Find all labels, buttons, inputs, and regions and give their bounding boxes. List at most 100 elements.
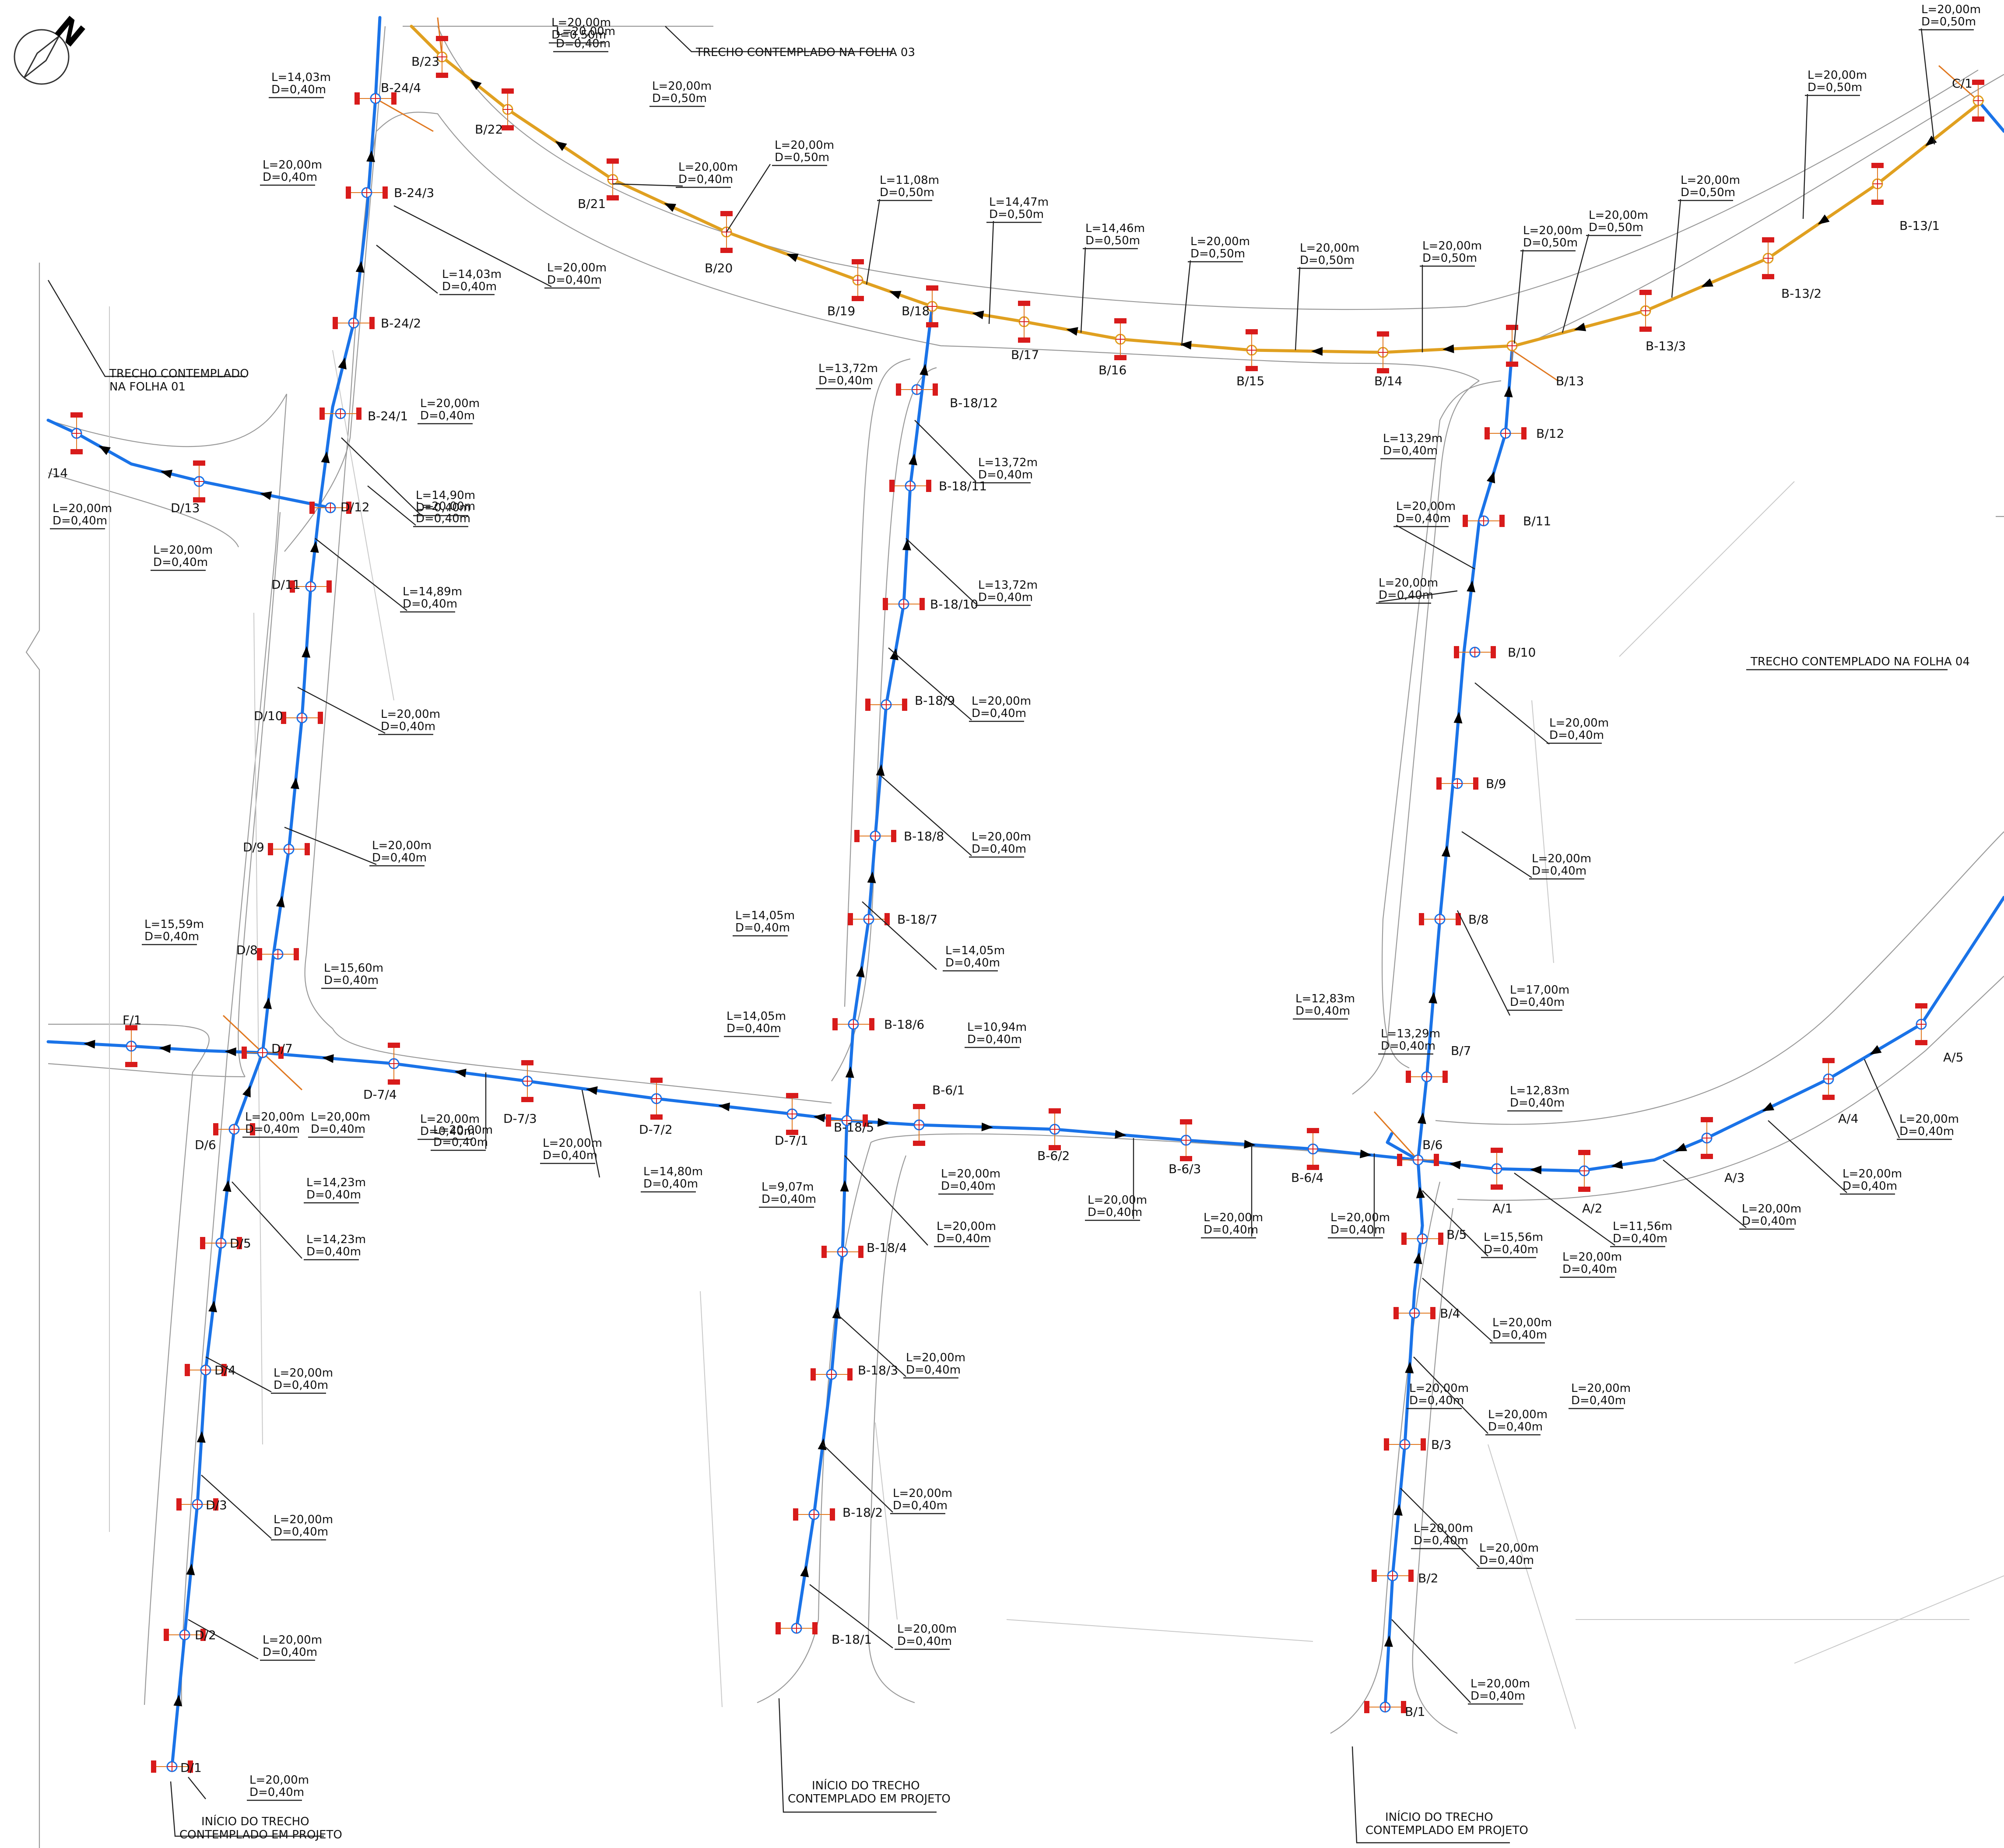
- storm-inlet-icon: [1307, 1128, 1319, 1170]
- segment-diameter: D=0,40m: [1532, 864, 1586, 878]
- node-D-2: [179, 1629, 190, 1641]
- node-D-7-3: [522, 1075, 533, 1087]
- sheet-notes: TRECHO CONTEMPLADO NA FOLHA 03 TRECHO CO…: [47, 26, 1970, 1844]
- segment-diameter: D=0,50m: [1681, 186, 1735, 199]
- segment-diameter: D=0,40m: [144, 930, 199, 943]
- segment-diameter: D=0,40m: [1843, 1180, 1897, 1193]
- node-label: B-18/10: [930, 597, 978, 611]
- node-label: D/8: [236, 943, 258, 957]
- road-edge-line: [1531, 700, 1554, 963]
- segment-diameter: D=0,40m: [1510, 996, 1565, 1009]
- flow-arrow-icon: [555, 141, 567, 151]
- segment-diameter: D=0,40m: [735, 921, 790, 935]
- node-label: B-13/1: [1899, 218, 1940, 233]
- flow-arrow-icon: [1869, 1045, 1882, 1055]
- node-C-1: [1972, 95, 1984, 106]
- segment-diameter: D=0,40m: [897, 1635, 952, 1648]
- node-label: D/9: [243, 840, 264, 854]
- leader-line: [393, 205, 552, 288]
- segment-diameter: D=0,40m: [153, 556, 208, 569]
- segment-diameter: D=0,40m: [556, 37, 611, 50]
- segment-length: L=20,00m: [249, 1774, 309, 1787]
- flow-arrow-icon: [718, 1102, 730, 1111]
- inlet-grate: [891, 830, 896, 842]
- inlet-grate: [884, 913, 890, 925]
- note-folha-01-line2: NA FOLHA 01: [109, 380, 186, 393]
- inlet-grate: [1871, 163, 1884, 168]
- storm-inlet-icon: [832, 1018, 874, 1030]
- inlet-grate: [1822, 1058, 1835, 1063]
- segment-diameter: D=0,40m: [972, 707, 1026, 720]
- node-B-18-8: [870, 830, 881, 842]
- inlet-grate: [607, 195, 619, 200]
- road-curb-line: [831, 367, 937, 1082]
- segment-diameter: D=0,50m: [1085, 234, 1140, 247]
- inlet-grate: [913, 1141, 925, 1146]
- leader-line: [1920, 28, 1935, 145]
- node-F-1: [126, 1040, 137, 1052]
- segment-length: L=20,00m: [311, 1110, 370, 1124]
- storm-inlet-icon: [1393, 1307, 1435, 1319]
- flow-arrow-icon: [1442, 344, 1454, 353]
- inlet-grate: [650, 1114, 663, 1120]
- inlet-grate: [854, 830, 860, 842]
- leader-line: [188, 1777, 206, 1799]
- segment-diameter: D=0,40m: [906, 1363, 961, 1377]
- inlet-grate: [242, 1047, 247, 1059]
- road-curbs: [25, 25, 2004, 1848]
- leader-line: [1378, 590, 1458, 603]
- leader-line: [581, 1089, 600, 1178]
- segment-length: L=20,00m: [1742, 1202, 1801, 1216]
- node-label: /14: [48, 466, 68, 480]
- node-label: B-18/5: [834, 1120, 874, 1135]
- note-leader: [170, 1781, 324, 1837]
- flow-arrow-icon: [1405, 1362, 1414, 1374]
- node-label: A/5: [1943, 1050, 1963, 1065]
- inlet-grate: [832, 1018, 838, 1030]
- segment-length: L=14,90m: [416, 489, 475, 502]
- flow-arrow-icon: [1453, 712, 1463, 724]
- inlet-grate: [1762, 237, 1774, 242]
- inlet-grate: [294, 948, 299, 960]
- node-B-10: [1469, 646, 1481, 658]
- inlet-grate: [1246, 329, 1258, 334]
- segment-diameter: D=0,40m: [941, 1180, 996, 1193]
- flow-arrow-icon: [840, 1180, 849, 1192]
- node-label: D-7/3: [503, 1111, 537, 1126]
- leader-line: [1671, 199, 1681, 298]
- inlet-grate: [193, 497, 205, 502]
- segment-diameter: D=0,40m: [967, 1033, 1022, 1046]
- road-curb-line: [757, 1133, 1366, 1704]
- node--14: [71, 428, 82, 439]
- flow-arrow-icon: [902, 539, 911, 551]
- road-edge-line: [700, 1291, 723, 1707]
- segment-length: L=13,72m: [978, 579, 1038, 592]
- note-leader: [47, 280, 245, 377]
- segment-length: L=20,00m: [1409, 1382, 1469, 1395]
- node-label: B/6: [1422, 1138, 1442, 1152]
- segment-length: L=20,00m: [1532, 852, 1591, 865]
- inlet-grate: [1822, 1095, 1835, 1100]
- node-B-13-2: [1762, 253, 1774, 264]
- inlet-grate: [1397, 1154, 1402, 1166]
- road-edge-line: [1619, 481, 1795, 657]
- node-label: B-6/3: [1169, 1162, 1201, 1176]
- inlet-grate: [1307, 1165, 1319, 1170]
- inlet-grate: [1307, 1128, 1319, 1133]
- leader-line: [1461, 831, 1532, 878]
- flow-arrow-icon: [800, 1565, 809, 1577]
- segment-diameter: D=0,40m: [978, 591, 1033, 604]
- flow-arrow-icon: [159, 1044, 171, 1053]
- segment-diameter: D=0,50m: [551, 28, 606, 42]
- node-label: F/1: [123, 1013, 141, 1027]
- node-B-5: [1417, 1233, 1428, 1244]
- storm-inlet-icon: [650, 1078, 663, 1120]
